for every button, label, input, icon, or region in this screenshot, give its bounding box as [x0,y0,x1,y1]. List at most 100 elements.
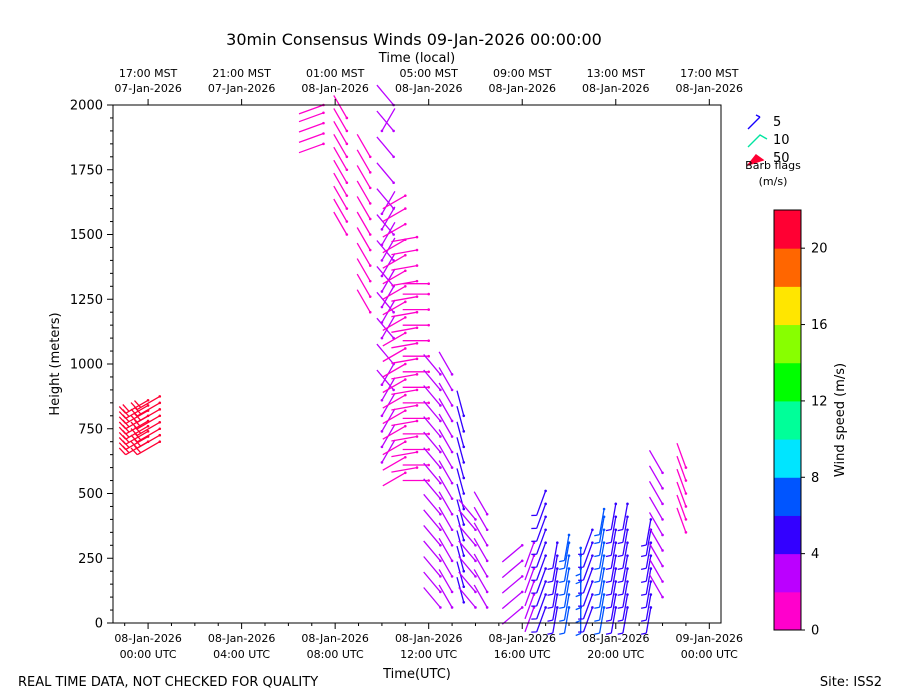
barb-legend-symbol [747,134,768,148]
wind-barb [333,108,348,132]
wind-barb-point [614,580,618,583]
wind-barb-point [404,393,407,397]
wind-barb-point [368,217,372,221]
wind-barb [648,574,664,598]
wind-barb [391,435,418,442]
wind-barb [391,404,418,411]
wind-barb-point [158,440,162,444]
wind-barb [617,607,629,635]
wind-barb [524,568,535,594]
wind-barb [391,389,418,396]
x2-tick-label-date: 08-Jan-2026 [488,82,556,95]
wind-barb-point [661,487,664,490]
wind-barb-point [626,606,629,609]
wind-barb-point [485,559,489,563]
wind-barb-point [474,590,477,594]
wind-barb [605,542,617,571]
wind-barb [438,475,453,500]
wind-barb [676,468,687,494]
wind-barb-point [415,279,419,283]
wind-barb-point [439,481,442,485]
wind-barb-point [474,575,477,578]
wind-barb-point [544,489,547,493]
wind-barb-point [450,435,454,438]
wind-barb-point [380,398,384,402]
wind-barb-point [684,479,688,482]
x-axis-utc: 08-Jan-2026 00:00 UTC 08-Jan-2026 04:00 UTC… [114,623,743,661]
wind-barb [547,568,558,596]
wind-barb-point [462,492,466,495]
wind-barb [438,537,453,562]
wind-barb [559,581,570,609]
wind-barb-point [427,432,430,436]
wind-barb-point [380,274,384,278]
wind-barb-point [439,466,442,469]
wind-barb-point [462,414,466,418]
colorbar: 0 4 8 12 16 20 [773,209,828,639]
wind-barb-point [614,515,618,519]
wind-barb [356,273,371,298]
wind-barb-point [427,354,430,358]
wind-barb-point [602,593,606,596]
wind-barb-point [439,528,442,532]
wind-barb [423,587,441,608]
wind-barb-point [439,404,442,407]
wind-barb-point [380,461,384,464]
wind-barb-point [380,336,384,340]
wind-barb-point [661,533,664,537]
wind-barb [333,211,348,235]
y-tick-label: 500 [78,487,103,502]
wind-barb-point [368,155,372,159]
wind-barb-point [404,253,407,257]
wind-barb-point [322,142,325,146]
wind-barb-point [661,471,664,475]
wind-barb [640,519,652,547]
wind-barb-point [649,541,653,545]
wind-barb [531,594,547,620]
colorbar-segment [774,515,801,555]
wind-barb-point [520,575,524,578]
wind-barb-point [485,528,489,532]
colorbar-segment [774,591,801,631]
wind-barb [382,254,406,269]
wind-barb-point [380,445,384,449]
wind-barb [640,568,652,596]
colorbar-frame [773,209,802,631]
y-tick-label: 1250 [70,293,103,308]
wind-barb [438,444,453,468]
wind-barb [333,198,348,222]
wind-barb-point [556,541,559,545]
wind-barb-point [427,308,430,311]
wind-barb-point [626,593,629,596]
wind-barb [382,472,406,487]
wind-barb [676,455,687,481]
wind-barb-point [626,554,629,557]
wind-barb [376,84,395,106]
wind-barb [524,581,535,607]
colorbar-segment [774,553,801,593]
wind-barb-point [404,471,407,475]
wind-barb-point [439,559,442,563]
wind-barb-point [485,606,489,609]
wind-barb [473,522,488,546]
wind-barb-point [450,404,454,407]
wind-barb-point [556,554,559,557]
wind-barb-point [404,440,407,444]
x2-tick-label-date: 08-Jan-2026 [301,82,369,95]
wind-barb [356,133,371,158]
wind-barb-point [392,207,395,210]
wind-barb [594,529,605,558]
wind-barb-point [450,512,454,516]
wind-barb-point [404,207,407,210]
wind-barb [473,569,488,593]
wind-barb [458,571,476,593]
wind-barb-point [415,419,419,423]
wind-barb-point [158,433,162,437]
wind-barb [547,542,558,571]
wind-barb-point [661,549,664,552]
plot-frame [112,104,722,624]
wind-barb-point [661,595,664,599]
wind-barb-point [427,370,430,374]
wind-barb [333,146,348,171]
wind-barb-point [345,129,349,133]
